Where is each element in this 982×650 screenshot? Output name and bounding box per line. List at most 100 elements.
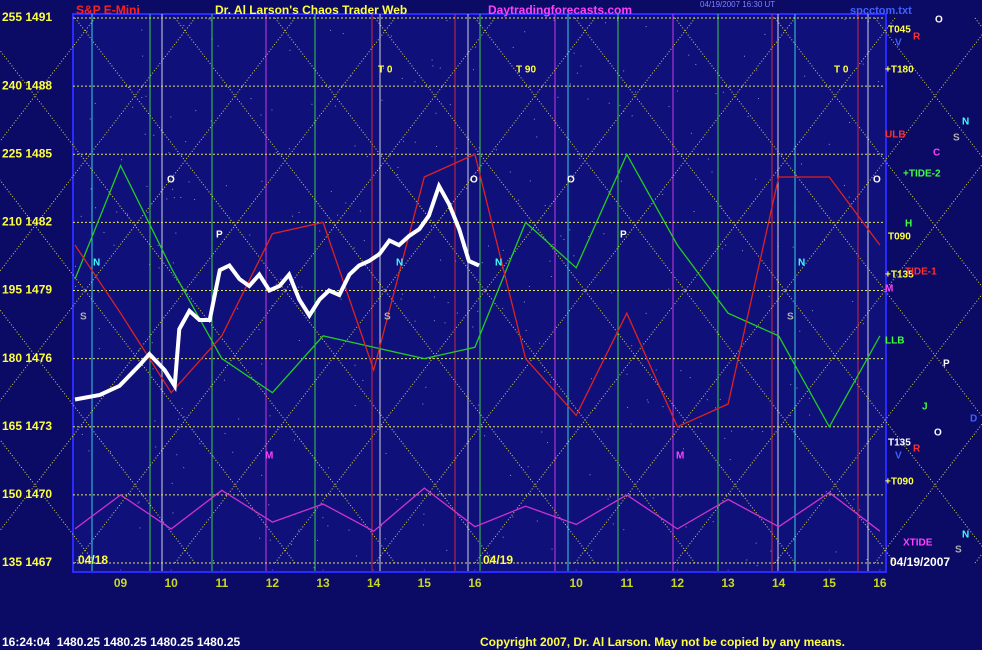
- star: [355, 555, 357, 557]
- star: [269, 415, 271, 417]
- star: [751, 428, 753, 430]
- star: [431, 59, 433, 61]
- star: [153, 134, 155, 136]
- star: [171, 482, 173, 484]
- star: [313, 567, 315, 569]
- star: [557, 96, 559, 98]
- star: [573, 52, 575, 54]
- star: [175, 232, 177, 234]
- star: [120, 159, 122, 161]
- annotation: N: [495, 258, 502, 269]
- star: [88, 450, 90, 452]
- star: [440, 424, 442, 426]
- star: [620, 180, 622, 182]
- flux-line: [774, 17, 982, 288]
- star: [634, 91, 636, 93]
- footer: 16:24:04 1480.25 1480.25 1480.25 1480.25: [2, 635, 241, 649]
- star: [397, 166, 399, 168]
- star: [877, 81, 879, 83]
- star: [293, 439, 295, 441]
- star: [446, 549, 448, 551]
- star: [518, 199, 520, 201]
- star: [210, 120, 212, 122]
- star: [147, 211, 149, 213]
- annotation: S: [80, 312, 87, 323]
- star: [146, 185, 148, 187]
- star: [536, 136, 538, 138]
- x-tick-label: 09: [114, 576, 128, 590]
- annotation: V: [895, 38, 902, 49]
- star: [292, 215, 294, 217]
- star: [655, 369, 657, 371]
- star: [607, 498, 609, 500]
- star: [422, 403, 424, 405]
- star: [449, 104, 451, 106]
- annotation: N: [93, 258, 100, 269]
- star: [364, 424, 366, 426]
- x-tick-label: 16: [873, 576, 887, 590]
- x-tick-label: 16: [468, 576, 482, 590]
- flux-line: [0, 17, 396, 532]
- star: [721, 248, 723, 250]
- star: [301, 286, 303, 288]
- star: [544, 370, 546, 372]
- star: [712, 521, 714, 523]
- star: [607, 60, 609, 62]
- star: [98, 328, 100, 330]
- y-tick-label: 135 1467: [2, 555, 52, 569]
- star: [330, 191, 332, 193]
- star: [178, 418, 180, 420]
- annotation: J: [922, 402, 928, 413]
- annotation: M: [885, 284, 893, 295]
- star: [523, 301, 525, 303]
- star: [623, 110, 625, 112]
- star: [330, 29, 332, 31]
- flux-line: [0, 309, 196, 564]
- flux-line: [0, 17, 196, 272]
- star: [690, 132, 692, 134]
- annotation: N: [396, 258, 403, 269]
- star: [385, 452, 387, 454]
- star: [612, 523, 614, 525]
- annotation: O: [470, 175, 478, 186]
- star: [340, 298, 342, 300]
- star: [414, 81, 416, 83]
- star: [144, 133, 146, 135]
- star: [280, 278, 282, 280]
- star: [849, 122, 851, 124]
- star: [86, 30, 88, 32]
- star: [512, 516, 514, 518]
- star: [591, 550, 593, 552]
- star: [533, 118, 535, 120]
- flux-line: [474, 17, 896, 564]
- star: [626, 373, 628, 375]
- star: [631, 345, 633, 347]
- star: [662, 406, 664, 408]
- star: [151, 342, 153, 344]
- flux-line: [174, 17, 596, 564]
- star: [800, 163, 802, 165]
- star: [237, 308, 239, 310]
- star: [848, 196, 850, 198]
- star: [527, 466, 529, 468]
- star: [271, 305, 273, 307]
- star: [145, 95, 147, 97]
- star: [645, 26, 647, 28]
- star: [298, 286, 300, 288]
- star: [316, 539, 318, 541]
- star: [809, 414, 811, 416]
- copyright: Copyright 2007, Dr. Al Larson. May not b…: [480, 635, 845, 649]
- star: [609, 496, 611, 498]
- star: [172, 262, 174, 264]
- star: [400, 298, 402, 300]
- star: [549, 260, 551, 262]
- star: [401, 293, 403, 295]
- star: [619, 104, 621, 106]
- x-tick-label: 14: [367, 576, 381, 590]
- flux-line: [0, 179, 296, 564]
- flux-line: [674, 17, 982, 418]
- flux-line: [874, 423, 982, 564]
- star: [389, 155, 391, 157]
- star: [381, 525, 382, 527]
- annotation: S: [787, 312, 794, 323]
